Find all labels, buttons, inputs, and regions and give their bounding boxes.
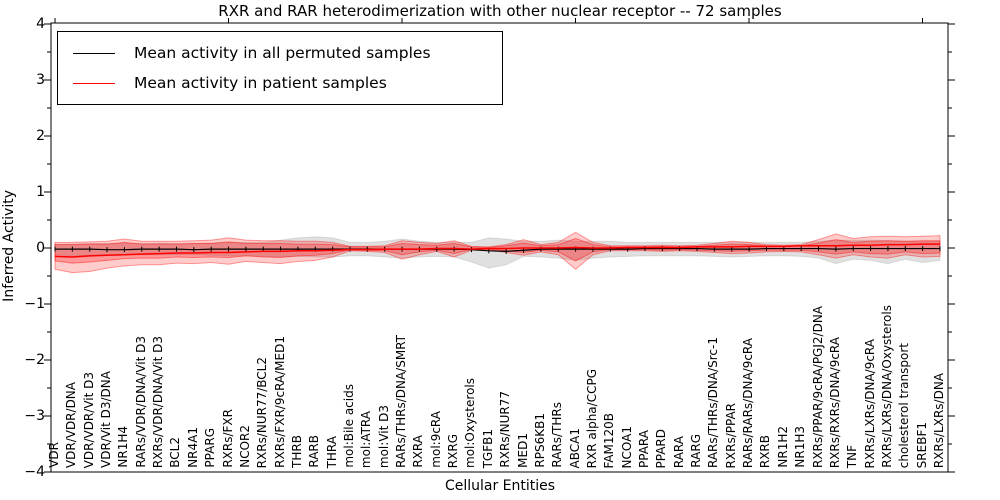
- x-tick-label: TNF: [845, 444, 860, 468]
- x-tick-label: mol:ATRA: [359, 410, 374, 468]
- x-tick-label: RXRs/FXR: [220, 409, 235, 468]
- x-tick-label: VDR: [47, 442, 61, 468]
- x-tick-label: PPARA: [637, 430, 651, 468]
- x-tick-label: RARs/THRs/DNA/SMRT: [394, 335, 409, 468]
- x-tick-label: RARs/VDR/DNA/Vit D3: [133, 336, 148, 468]
- x-tick-label: mol:Oxysterols: [463, 378, 478, 468]
- x-axis-label: Cellular Entities: [444, 478, 556, 494]
- legend: Mean activity in all permuted samples Me…: [57, 31, 503, 105]
- x-tick-label: TGFB1: [480, 428, 495, 468]
- band-permuted: [54, 236, 941, 269]
- x-tick-label: RXRs/NUR77/BCL2: [255, 356, 270, 468]
- chart-title: RXR and RAR heterodimerization with othe…: [218, 2, 782, 20]
- x-tick-label: mol:Bile acids: [342, 384, 356, 468]
- x-tick-label: NR1H3: [793, 426, 808, 468]
- x-tick-label: RXRB: [758, 434, 773, 468]
- x-tick-label: SREBF1: [914, 421, 929, 468]
- legend-entry-patient: Mean activity in patient samples: [73, 68, 492, 98]
- x-tick-label: RXRs/PPAR/9cRA/PGJ2/DNA: [810, 306, 825, 468]
- x-tick-label: VDR/VDR/Vit D3: [81, 371, 96, 468]
- x-tick-label: PPARG: [203, 428, 218, 468]
- x-tick-label: NR4A1: [185, 427, 200, 468]
- x-tick-label: VDR/VDR/DNA: [64, 381, 79, 468]
- x-tick-label: RXR alpha/CCPG: [584, 368, 599, 468]
- x-tick-label: THRA: [324, 435, 339, 468]
- x-tick-label: RARB: [307, 435, 322, 468]
- legend-line-sample-black: [73, 52, 115, 54]
- x-tick-label: RXRG: [446, 433, 461, 468]
- x-tick-label: NCOA1: [619, 425, 634, 468]
- y-tick-label: −2: [24, 352, 45, 368]
- x-tick-label: RXRA: [411, 435, 426, 468]
- x-tick-label: VDR/Vit D3/DNA: [99, 371, 114, 468]
- y-tick-label: −3: [24, 408, 45, 424]
- x-tick-label: RXRs/NUR77: [498, 391, 513, 468]
- x-tick-label: RARG: [689, 434, 704, 468]
- x-tick-label: RXRs/LXRs/DNA/Oxysterols: [879, 305, 894, 468]
- x-tick-label: RARs/THRs: [550, 402, 565, 468]
- band-patient: [54, 237, 941, 264]
- x-tick-label: RARs/RARs/DNA/9cRA: [741, 337, 756, 468]
- mean-line-patient: [54, 243, 940, 258]
- y-tick-label: −4: [24, 464, 45, 480]
- x-tick-label: MED1: [515, 433, 530, 468]
- mean-line-permuted: [55, 247, 940, 252]
- x-tick-label: mol:9cRA: [428, 411, 443, 468]
- x-tick-label: NCOR2: [237, 425, 252, 468]
- y-tick-label: −1: [24, 296, 45, 312]
- legend-line-sample-red: [73, 82, 115, 84]
- legend-label-permuted: Mean activity in all permuted samples: [134, 44, 431, 62]
- x-tick-label: RXRs/LXRs/DNA/9cRA: [862, 338, 877, 469]
- x-tick-label: FAM120B: [602, 412, 617, 469]
- legend-entry-permuted: Mean activity in all permuted samples: [73, 38, 492, 68]
- x-tick-label: BCL2: [168, 437, 183, 468]
- x-tick-label: RXRs/LXRs/DNA: [932, 372, 946, 468]
- y-tick-label: 3: [36, 72, 45, 88]
- y-tick-label: 1: [36, 184, 45, 200]
- x-tick-label: RXRs/RXRs/DNA/9cRA: [827, 336, 842, 468]
- legend-label-patient: Mean activity in patient samples: [134, 74, 387, 92]
- x-tick-label: ABCA1: [567, 427, 582, 468]
- x-tick-label: RXRs/VDR/DNA/Vit D3: [151, 335, 166, 468]
- x-tick-label: RPS6KB1: [532, 413, 547, 468]
- x-tick-label: RARA: [671, 435, 686, 468]
- x-tick-label: RARs/THRs/DNA/Src-1: [706, 337, 721, 468]
- band-patient: [54, 231, 941, 274]
- x-tick-label: mol:Vit D3: [376, 404, 391, 468]
- x-tick-label: NR1H2: [775, 426, 790, 468]
- x-tick-label: RXRs/FXR/9cRA/MED1: [272, 336, 287, 468]
- x-tick-label: THRB: [289, 435, 304, 468]
- x-tick-label: RXRs/PPAR: [723, 402, 738, 468]
- y-tick-label: 2: [36, 128, 45, 144]
- y-tick-label: 4: [36, 16, 45, 32]
- x-tick-label: NR1H4: [116, 426, 131, 468]
- y-tick-label: 0: [36, 240, 45, 256]
- x-tick-label: PPARD: [654, 428, 669, 469]
- x-tick-label: cholesterol transport: [897, 342, 912, 468]
